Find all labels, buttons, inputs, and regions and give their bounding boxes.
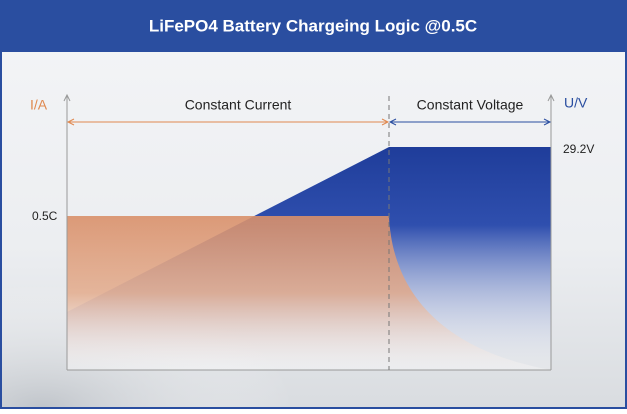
cv-arrowheads — [388, 118, 552, 126]
left-arrow — [63, 93, 71, 102]
header-title: LiFePO4 Battery Chargeing Logic @0.5C — [149, 16, 477, 35]
current-label: 0.5C — [32, 209, 58, 223]
left-axis-label: I/A — [30, 97, 48, 113]
current-area — [67, 216, 551, 370]
header-band — [0, 0, 627, 52]
cc-arrowheads — [66, 118, 390, 126]
right-axis-label: U/V — [564, 95, 588, 111]
phase-label: Constant Current — [185, 97, 292, 113]
phase-label: Constant Voltage — [417, 97, 524, 113]
right-arrow — [547, 93, 555, 102]
voltage-label: 29.2V — [563, 142, 594, 156]
